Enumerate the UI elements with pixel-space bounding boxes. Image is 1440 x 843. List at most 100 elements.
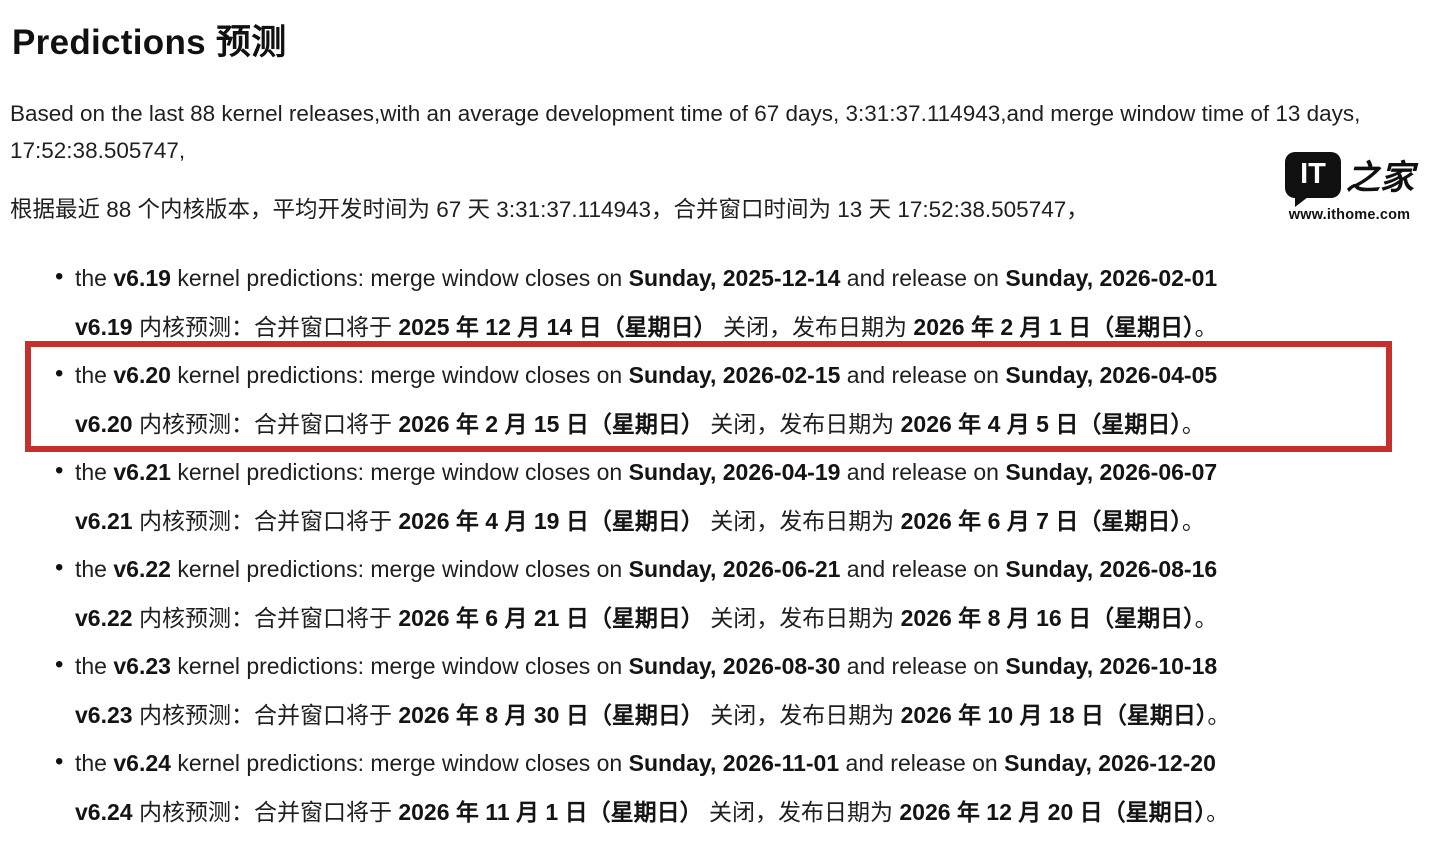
zh-mid1: 内核预测：合并窗口将于 <box>132 798 399 825</box>
ithome-logo-it-text: IT <box>1300 158 1326 190</box>
zh-suffix: 。 <box>1181 507 1205 534</box>
release-date-zh: 2026 年 6 月 7 日（星期日） <box>900 507 1182 534</box>
merge-close-date-en: Sunday, 2026-02-15 <box>628 362 841 388</box>
intro-english: Based on the last 88 kernel releases,wit… <box>10 101 1361 163</box>
release-date-zh: 2026 年 12 月 20 日（星期日） <box>899 798 1207 825</box>
en-mid2: and release on <box>840 459 1006 485</box>
kernel-version-zh: v6.20 <box>75 410 133 437</box>
merge-close-date-en: Sunday, 2026-06-21 <box>628 556 841 582</box>
kernel-version: v6.24 <box>113 750 171 776</box>
en-prefix: the <box>75 459 114 485</box>
merge-close-date-zh: 2026 年 4 月 19 日（星期日） <box>398 507 704 534</box>
prediction-item: • the v6.21 kernel predictions: merge win… <box>10 448 1426 545</box>
kernel-version: v6.20 <box>113 362 171 388</box>
zh-mid1: 内核预测：合并窗口将于 <box>132 313 399 340</box>
en-mid2: and release on <box>840 556 1006 582</box>
prediction-english-line: the v6.21 kernel predictions: merge wind… <box>75 448 1426 497</box>
release-date-zh: 2026 年 4 月 5 日（星期日） <box>900 410 1182 437</box>
kernel-version: v6.21 <box>113 459 171 485</box>
en-mid1: kernel predictions: merge window closes … <box>170 459 629 485</box>
predictions-list: • the v6.19 kernel predictions: merge win… <box>10 254 1426 836</box>
en-mid2: and release on <box>840 362 1006 388</box>
prediction-item: • the v6.24 kernel predictions: merge win… <box>10 739 1426 836</box>
prediction-chinese-line: v6.23 内核预测：合并窗口将于 2026 年 8 月 30 日（星期日） 关… <box>75 691 1426 740</box>
prediction-item: • the v6.19 kernel predictions: merge win… <box>10 254 1426 351</box>
bullet-icon: • <box>55 263 64 290</box>
kernel-version-zh: v6.19 <box>75 313 133 340</box>
kernel-version-zh: v6.21 <box>75 507 133 534</box>
en-prefix: the <box>75 750 114 776</box>
release-date-zh: 2026 年 2 月 1 日（星期日） <box>913 313 1195 340</box>
prediction-chinese-line: v6.20 内核预测：合并窗口将于 2026 年 2 月 15 日（星期日） 关… <box>75 400 1426 449</box>
ithome-logo: IT 之家 <box>1285 150 1414 207</box>
release-date-en: Sunday, 2026-06-07 <box>1005 459 1218 485</box>
merge-close-date-zh: 2026 年 8 月 30 日（星期日） <box>398 701 704 728</box>
kernel-version: v6.19 <box>113 265 171 291</box>
en-mid1: kernel predictions: merge window closes … <box>170 653 629 679</box>
zh-suffix: 。 <box>1194 604 1218 631</box>
en-prefix: the <box>75 556 114 582</box>
zh-mid1: 内核预测：合并窗口将于 <box>132 701 399 728</box>
zh-suffix: 。 <box>1207 701 1231 728</box>
en-mid1: kernel predictions: merge window closes … <box>170 556 629 582</box>
bullet-icon: • <box>55 554 64 581</box>
merge-close-date-en: Sunday, 2026-08-30 <box>628 653 841 679</box>
release-date-en: Sunday, 2026-08-16 <box>1005 556 1218 582</box>
bullet-icon: • <box>55 360 64 387</box>
prediction-english-line: the v6.20 kernel predictions: merge wind… <box>75 351 1426 400</box>
zh-mid2: 关闭，发布日期为 <box>703 701 901 728</box>
bullet-icon: • <box>55 651 64 678</box>
en-prefix: the <box>75 653 114 679</box>
ithome-logo-icon: IT <box>1285 151 1341 207</box>
release-date-en: Sunday, 2026-10-18 <box>1005 653 1218 679</box>
zh-mid2: 关闭，发布日期为 <box>702 798 900 825</box>
ithome-logo-zhijia-text: 之家 <box>1346 158 1414 198</box>
prediction-chinese-line: v6.24 内核预测：合并窗口将于 2026 年 11 月 1 日（星期日） 关… <box>75 788 1426 837</box>
zh-mid2: 关闭，发布日期为 <box>703 410 901 437</box>
en-prefix: the <box>75 265 114 291</box>
kernel-version-zh: v6.23 <box>75 701 133 728</box>
zh-mid2: 关闭，发布日期为 <box>703 507 901 534</box>
zh-mid2: 关闭，发布日期为 <box>716 313 914 340</box>
en-mid1: kernel predictions: merge window closes … <box>170 750 629 776</box>
ithome-watermark: IT 之家 www.ithome.com <box>1285 150 1414 223</box>
prediction-english-line: the v6.22 kernel predictions: merge wind… <box>75 545 1426 594</box>
merge-close-date-zh: 2026 年 11 月 1 日（星期日） <box>398 798 703 825</box>
kernel-version: v6.22 <box>113 556 171 582</box>
merge-close-date-en: Sunday, 2026-11-01 <box>628 750 840 776</box>
prediction-item: • the v6.20 kernel predictions: merge win… <box>10 341 1426 452</box>
release-date-zh: 2026 年 8 月 16 日（星期日） <box>900 604 1195 631</box>
merge-close-date-zh: 2026 年 6 月 21 日（星期日） <box>398 604 704 631</box>
zh-mid1: 内核预测：合并窗口将于 <box>132 604 399 631</box>
prediction-english-line: the v6.23 kernel predictions: merge wind… <box>75 642 1426 691</box>
en-mid2: and release on <box>839 750 1005 776</box>
en-mid1: kernel predictions: merge window closes … <box>170 362 629 388</box>
release-date-en: Sunday, 2026-12-20 <box>1004 750 1216 776</box>
en-prefix: the <box>75 362 114 388</box>
en-mid2: and release on <box>840 265 1006 291</box>
bullet-icon: • <box>55 748 64 775</box>
zh-suffix: 。 <box>1206 798 1230 825</box>
release-date-zh: 2026 年 10 月 18 日（星期日） <box>900 701 1208 728</box>
prediction-item: • the v6.23 kernel predictions: merge win… <box>10 642 1426 739</box>
zh-mid2: 关闭，发布日期为 <box>703 604 901 631</box>
zh-suffix: 。 <box>1194 313 1218 340</box>
intro-chinese: 根据最近 88 个内核版本，平均开发时间为 67 天 3:31:37.11494… <box>10 197 1089 222</box>
bullet-icon: • <box>55 457 64 484</box>
en-mid1: kernel predictions: merge window closes … <box>170 265 629 291</box>
kernel-version-zh: v6.24 <box>75 798 133 825</box>
merge-close-date-zh: 2026 年 2 月 15 日（星期日） <box>398 410 704 437</box>
prediction-chinese-line: v6.22 内核预测：合并窗口将于 2026 年 6 月 21 日（星期日） 关… <box>75 594 1426 643</box>
watermark-url: www.ithome.com <box>1288 207 1411 223</box>
en-mid2: and release on <box>840 653 1006 679</box>
zh-suffix: 。 <box>1181 410 1205 437</box>
prediction-item: • the v6.22 kernel predictions: merge win… <box>10 545 1426 642</box>
page-title: Predictions 预测 <box>12 23 287 62</box>
zh-mid1: 内核预测：合并窗口将于 <box>132 507 399 534</box>
prediction-english-line: the v6.24 kernel predictions: merge wind… <box>75 739 1426 788</box>
prediction-english-line: the v6.19 kernel predictions: merge wind… <box>75 254 1426 303</box>
prediction-chinese-line: v6.19 内核预测：合并窗口将于 2025 年 12 月 14 日（星期日） … <box>75 303 1426 352</box>
zh-mid1: 内核预测：合并窗口将于 <box>132 410 399 437</box>
merge-close-date-en: Sunday, 2025-12-14 <box>628 265 841 291</box>
